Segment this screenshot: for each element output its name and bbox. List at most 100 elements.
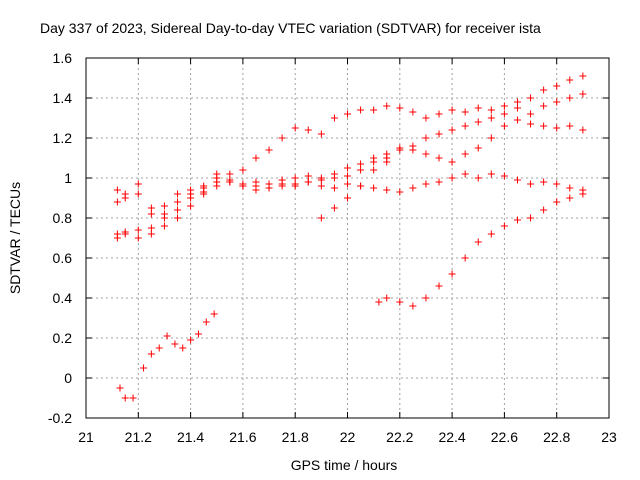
data-point	[129, 394, 137, 402]
data-point	[487, 230, 495, 238]
data-point	[121, 190, 129, 198]
data-point	[357, 106, 365, 114]
data-point	[540, 178, 548, 186]
data-point	[448, 174, 456, 182]
x-tick-label: 23	[601, 429, 617, 445]
data-point	[160, 202, 168, 210]
data-point	[330, 114, 338, 122]
data-point	[317, 174, 325, 182]
data-point	[383, 102, 391, 110]
data-point	[422, 134, 430, 142]
data-point	[579, 72, 587, 80]
data-point	[383, 294, 391, 302]
data-point	[566, 122, 574, 130]
data-point	[344, 110, 351, 118]
y-tick-label: 0	[64, 370, 72, 386]
x-tick-label: 21.4	[177, 429, 204, 445]
chart-title: Day 337 of 2023, Sidereal Day-to-day VTE…	[40, 20, 541, 36]
data-point	[239, 166, 247, 174]
data-point	[435, 282, 443, 290]
data-point	[409, 302, 417, 310]
data-point	[155, 344, 163, 352]
data-point	[147, 224, 155, 232]
data-point	[500, 172, 508, 180]
data-point	[344, 164, 351, 172]
data-point	[435, 154, 443, 162]
data-point	[540, 86, 548, 94]
data-point	[396, 104, 404, 112]
data-point	[330, 184, 338, 192]
data-point	[422, 294, 430, 302]
data-point	[566, 184, 574, 192]
data-point	[383, 150, 391, 158]
data-point	[540, 206, 548, 214]
data-point	[474, 174, 482, 182]
data-point	[396, 188, 404, 196]
data-point	[202, 318, 210, 326]
y-tick-label: 1	[64, 170, 72, 186]
x-tick-label: 21.8	[282, 429, 309, 445]
data-point	[513, 104, 521, 112]
data-point	[383, 158, 391, 166]
x-tick-label: 21.6	[229, 429, 256, 445]
y-tick-label: 1.4	[53, 90, 73, 106]
data-point	[187, 336, 195, 344]
data-point	[553, 82, 561, 90]
data-point	[121, 230, 129, 238]
x-tick-label: 22.6	[491, 429, 518, 445]
y-tick-label: 1.2	[53, 130, 73, 146]
data-point	[174, 206, 182, 214]
data-point	[370, 154, 378, 162]
data-point	[304, 178, 312, 186]
data-point	[187, 202, 195, 210]
data-point	[500, 222, 508, 230]
data-point	[448, 270, 456, 278]
y-tick-label: 0.4	[53, 290, 73, 306]
data-point	[265, 146, 273, 154]
data-point	[210, 310, 218, 318]
data-point	[409, 146, 417, 154]
data-point	[252, 154, 260, 162]
data-point	[147, 204, 155, 212]
data-point	[147, 350, 155, 358]
data-point	[121, 394, 129, 402]
data-point	[134, 226, 142, 234]
data-point	[317, 214, 325, 222]
data-point	[527, 214, 535, 222]
data-point	[370, 184, 378, 192]
data-point	[317, 182, 325, 190]
data-point	[174, 198, 182, 206]
data-point	[160, 210, 168, 218]
data-point	[160, 222, 168, 230]
data-point	[500, 122, 508, 130]
data-point	[461, 254, 469, 262]
data-point	[448, 126, 456, 134]
data-point	[187, 194, 195, 202]
data-point	[113, 234, 121, 242]
data-point	[344, 194, 351, 202]
data-point	[500, 102, 508, 110]
axis-ticks: 21 21.2 21.4 21.6 21.8 22 22.2 22.4 22.6 22.8 23 -0…	[48, 50, 617, 445]
data-point	[357, 182, 365, 190]
data-point	[113, 198, 121, 206]
data-point	[448, 106, 456, 114]
data-point	[140, 364, 148, 372]
data-point	[513, 176, 521, 184]
data-point	[527, 110, 535, 118]
x-tick-label: 22	[340, 429, 356, 445]
data-point	[461, 108, 469, 116]
data-point	[461, 122, 469, 130]
data-point	[163, 332, 171, 340]
data-point	[252, 182, 260, 190]
data-point	[317, 130, 325, 138]
data-point	[553, 180, 561, 188]
data-point	[527, 94, 535, 102]
data-point	[487, 106, 495, 114]
data-point	[370, 106, 378, 114]
data-point	[448, 158, 456, 166]
data-point	[330, 170, 338, 178]
x-tick-label: 21	[78, 429, 94, 445]
data-point	[278, 134, 286, 142]
data-point	[357, 160, 365, 168]
data-point	[304, 172, 312, 180]
